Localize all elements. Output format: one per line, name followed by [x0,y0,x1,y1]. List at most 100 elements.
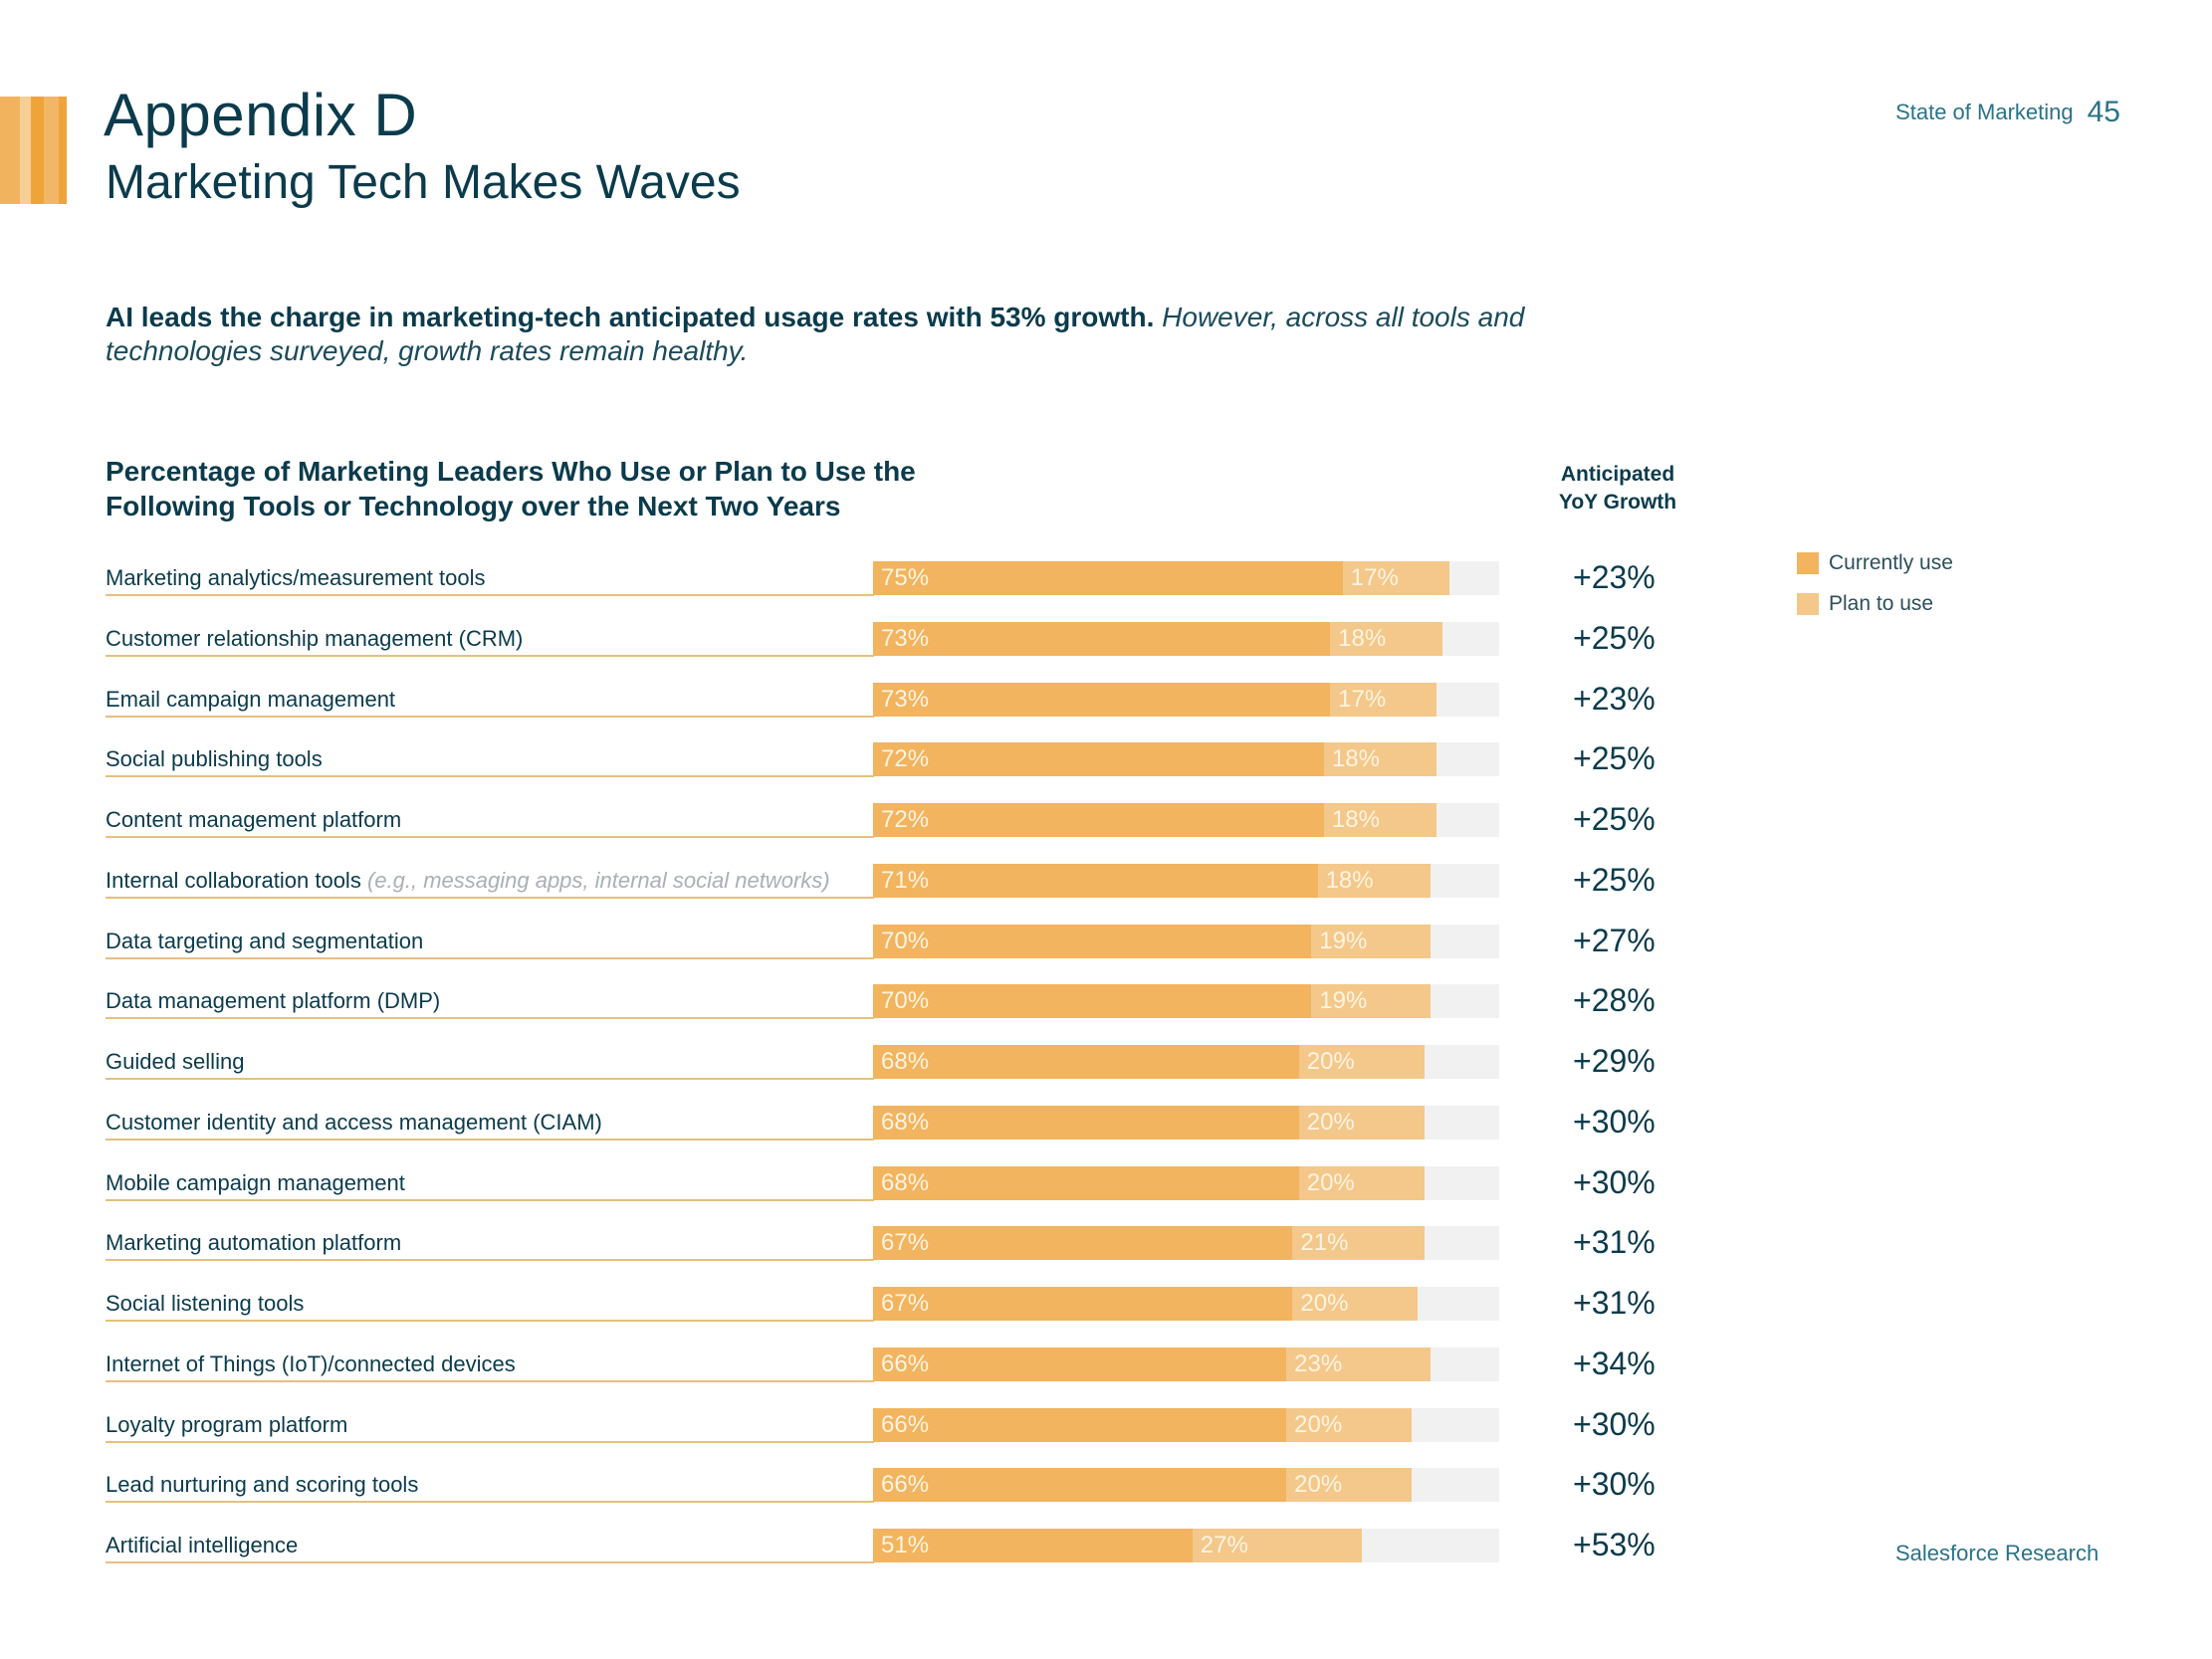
data-label-plan-to-use: 27% [1200,1532,1248,1558]
data-label-plan-to-use: 18% [1331,806,1380,833]
category-label-text: Social publishing tools [106,746,323,772]
row-underline [106,896,874,899]
row-underline [106,1259,874,1262]
chart-legend: Currently use Plan to use [1797,551,1953,634]
bar-track: 67% 20% [873,1287,1499,1321]
page-number: 45 [2087,96,2120,128]
row-underline [106,715,874,718]
growth-value: +23% [1573,559,1656,595]
bar-track: 67% 21% [873,1226,1499,1261]
category-label-text: Data targeting and segmentation [106,928,424,953]
row-underline [106,1501,874,1504]
data-label-plan-to-use: 20% [1306,1048,1355,1075]
publication-name: State of Marketing [1895,100,2074,124]
category-label: Internal collaboration tools (e.g., mess… [106,868,830,894]
category-label-text: Lead nurturing and scoring tools [106,1472,419,1498]
bar-plan-to-use [1286,1407,1412,1442]
row-underline [106,1440,874,1443]
bar-currently-use [873,1468,1287,1503]
growth-column-header: Anticipated YoY Growth [1558,463,1677,514]
bar-track: 68% 20% [873,1105,1499,1140]
running-head: State of Marketing 45 [1895,96,2120,129]
growth-value: +30% [1573,1103,1656,1140]
category-label: Mobile campaign management [106,1170,405,1196]
data-label-currently-use: 73% [881,685,930,713]
bar-currently-use [873,1529,1193,1562]
data-label-currently-use: 71% [881,866,930,894]
category-label: Marketing analytics/measurement tools [106,565,486,591]
chart-row: Data management platform (DMP) 70% 19% +28% [0,982,1792,1045]
category-label-text: Customer identity and access management … [106,1109,602,1135]
bar-currently-use [873,682,1331,717]
bar-currently-use [873,803,1324,837]
bar-plan-to-use [1298,1045,1425,1079]
bar-track: 66% 23% [873,1347,1499,1381]
chart-row: Lead nurturing and scoring tools 66% 20% +3… [0,1466,1792,1529]
bar-currently-use [873,1347,1287,1381]
category-label: Content management platform [106,807,401,833]
stripe [0,97,20,204]
chart-row: Social publishing tools 72% 18% +25% [0,740,1792,803]
category-label-text: Email campaign management [106,686,396,712]
stripe [31,97,44,204]
legend-item-current: Currently use [1797,551,1953,574]
data-label-plan-to-use: 18% [1331,745,1380,773]
chart-row: Email campaign management 73% 17% +23% [0,680,1792,743]
data-label-currently-use: 66% [881,1349,930,1377]
data-label-plan-to-use: 18% [1338,624,1387,652]
bar-currently-use [873,621,1331,656]
row-underline [106,1078,874,1080]
growth-value: +29% [1573,1043,1656,1079]
chart-row: Loyalty program platform 66% 20% +30% [0,1405,1792,1469]
row-underline [106,594,874,596]
category-note: (e.g., messaging apps, internal social n… [366,867,830,893]
row-underline [106,1138,874,1141]
data-label-plan-to-use: 18% [1325,866,1374,894]
chart-row: Internal collaboration tools (e.g., mess… [0,862,1792,925]
bar-currently-use [873,1287,1293,1321]
data-label-currently-use: 72% [881,806,930,833]
category-label-text: Mobile campaign management [106,1169,405,1195]
decorative-stripes [0,97,67,204]
data-label-plan-to-use: 17% [1338,685,1387,713]
bar-track: 75% 17% [873,561,1499,595]
bar-plan-to-use [1192,1529,1362,1562]
data-label-currently-use: 73% [881,624,930,652]
bar-track: 71% 18% [873,863,1499,898]
data-label-currently-use: 72% [881,745,930,773]
bar-currently-use [873,1105,1299,1140]
page-title: Appendix D [104,82,418,148]
source-footer: Salesforce Research [1895,1541,2100,1565]
chart-row: Customer identity and access management … [0,1103,1792,1166]
data-label-currently-use: 68% [881,1168,930,1196]
data-label-currently-use: 51% [881,1532,930,1558]
data-label-plan-to-use: 20% [1294,1471,1343,1499]
bar-plan-to-use [1311,984,1431,1019]
stripe [59,97,67,204]
bar-currently-use [873,924,1312,958]
bar-plan-to-use [1292,1226,1425,1261]
data-label-plan-to-use: 20% [1306,1168,1355,1196]
category-label: Internet of Things (IoT)/connected devic… [106,1351,516,1377]
category-label-text: Social listening tools [106,1291,305,1316]
legend-label-current: Currently use [1829,551,1953,574]
bar-currently-use [873,561,1343,595]
category-label-text: Loyalty program platform [106,1411,348,1437]
bar-plan-to-use [1342,561,1449,595]
bar-track: 73% 17% [873,682,1499,717]
chart-row: Internet of Things (IoT)/connected devic… [0,1346,1792,1408]
category-label: Loyalty program platform [106,1412,347,1438]
data-label-plan-to-use: 17% [1350,564,1399,591]
bar-plan-to-use [1330,621,1443,656]
data-label-currently-use: 70% [881,987,930,1015]
bar-plan-to-use [1323,803,1438,837]
growth-value: +31% [1573,1224,1656,1261]
category-label: Social publishing tools [106,746,323,772]
category-label-text: Data management platform (DMP) [106,988,441,1014]
category-label: Lead nurturing and scoring tools [106,1472,418,1498]
bar-currently-use [873,863,1318,898]
category-label: Customer identity and access management … [106,1110,602,1136]
growth-value: +30% [1573,1405,1656,1442]
growth-value: +23% [1573,680,1656,717]
data-label-currently-use: 68% [881,1108,930,1136]
